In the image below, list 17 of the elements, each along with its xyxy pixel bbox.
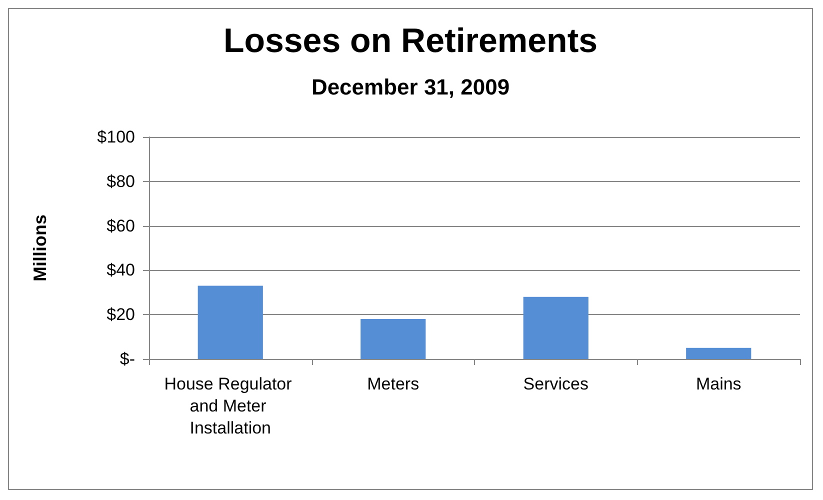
y-tick-label: $80 [106,172,135,191]
chart-subtitle: December 31, 2009 [311,74,510,100]
y-tick-label: $60 [106,216,135,236]
x-tick-label: House Regulator and Meter Installation [164,374,297,438]
bar [360,319,426,359]
y-tick-label: $100 [97,128,135,146]
x-tick-label: Meters [367,374,420,394]
y-axis-title: Millions [30,214,50,282]
y-tick-label: $40 [106,260,135,280]
x-tick-label: Mains [696,374,742,394]
bar [198,286,263,359]
bar [523,296,588,359]
bar [686,348,752,359]
y-tick-label: $- [120,350,135,368]
chart-title: Losses on Retirements [223,22,598,60]
y-tick-label: $20 [106,305,135,324]
x-tick-label: Services [523,374,588,394]
